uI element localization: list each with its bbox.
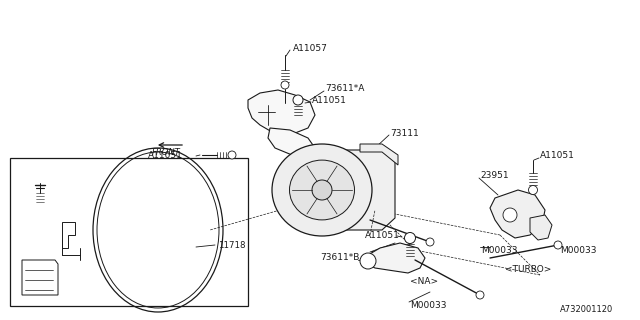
Text: <TURBO>: <TURBO>: [505, 266, 552, 275]
Text: FRONT: FRONT: [152, 148, 180, 156]
Polygon shape: [490, 190, 545, 238]
Ellipse shape: [272, 144, 372, 236]
Polygon shape: [248, 90, 315, 135]
Text: A11051: A11051: [312, 95, 347, 105]
Text: M00033: M00033: [481, 245, 518, 254]
Bar: [10, 158, 248, 306]
Circle shape: [360, 253, 376, 269]
Text: M00033: M00033: [410, 300, 447, 309]
Text: A11051: A11051: [365, 230, 400, 239]
Circle shape: [426, 238, 434, 246]
Polygon shape: [305, 150, 395, 230]
Text: M00033: M00033: [560, 245, 596, 254]
Polygon shape: [62, 222, 75, 248]
Text: A732001120: A732001120: [560, 306, 613, 315]
Circle shape: [312, 180, 332, 200]
Polygon shape: [360, 144, 398, 165]
Text: A11051: A11051: [148, 150, 183, 159]
Text: 73611*A: 73611*A: [325, 84, 364, 92]
Circle shape: [554, 241, 562, 249]
Circle shape: [404, 233, 415, 244]
Ellipse shape: [289, 160, 355, 220]
Circle shape: [529, 186, 538, 195]
Text: M00033: M00033: [370, 251, 406, 260]
Circle shape: [293, 95, 303, 105]
Text: A11051: A11051: [540, 150, 575, 159]
Text: 73111: 73111: [390, 129, 419, 138]
Polygon shape: [22, 260, 58, 295]
Text: A11057: A11057: [293, 44, 328, 52]
Polygon shape: [268, 128, 315, 158]
Text: 73611*B: 73611*B: [320, 253, 360, 262]
Circle shape: [476, 291, 484, 299]
Polygon shape: [362, 243, 425, 273]
Circle shape: [503, 208, 517, 222]
Circle shape: [281, 81, 289, 89]
Text: 23951: 23951: [480, 171, 509, 180]
Text: 11718: 11718: [218, 241, 246, 250]
Polygon shape: [530, 215, 552, 240]
Text: <NA>: <NA>: [410, 277, 438, 286]
Circle shape: [228, 151, 236, 159]
